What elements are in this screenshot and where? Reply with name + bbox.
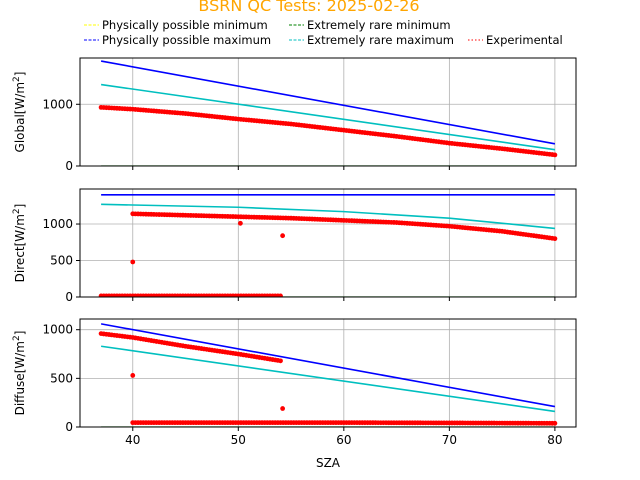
data-point <box>552 420 558 426</box>
series-line <box>100 323 556 408</box>
data-point <box>130 373 136 378</box>
legend: Physically possible minimum Extremely rar… <box>84 18 563 47</box>
y-axis-label: Direct[W/m2] <box>12 204 27 283</box>
y-tick-label: 1000 <box>42 217 73 231</box>
chart-title: BSRN QC Tests: 2025-02-26 <box>198 0 419 15</box>
data-point <box>280 406 286 411</box>
x-tick-label: 50 <box>231 433 246 447</box>
panel-3: 0 500 1000 40 50 60 70 80 Diffuse[W/m2] SZA <box>12 318 577 470</box>
y-tick-label: 500 <box>50 254 73 268</box>
series-line <box>100 60 556 145</box>
panel-1: 0 1000 Global[W/m2] <box>12 57 577 173</box>
panel-2: 0 500 1000 Direct[W/m2] <box>12 188 577 304</box>
data-point <box>552 152 558 158</box>
legend-label: Experimental <box>486 33 563 47</box>
y-tick-label: 1000 <box>42 97 73 111</box>
data-point <box>278 293 283 297</box>
data-point <box>238 220 243 226</box>
y-tick-label: 1000 <box>42 323 73 337</box>
legend-label: Extremely rare maximum <box>307 33 454 47</box>
data-point <box>552 236 558 242</box>
series-line <box>100 345 556 413</box>
legend-label: Physically possible maximum <box>102 33 271 47</box>
x-tick-label: 70 <box>442 433 457 447</box>
y-tick-label: 0 <box>65 420 73 434</box>
axes-frame <box>79 188 577 298</box>
x-tick-label: 80 <box>547 433 562 447</box>
y-tick-label: 500 <box>50 371 73 385</box>
y-tick-label: 0 <box>65 290 73 304</box>
x-tick-label: 60 <box>336 433 351 447</box>
data-point <box>278 358 283 364</box>
x-axis-label: SZA <box>316 456 341 470</box>
data-point <box>280 233 286 239</box>
series-line <box>101 203 555 230</box>
x-tick-label: 40 <box>125 433 140 447</box>
legend-label: Extremely rare minimum <box>307 18 451 32</box>
panels: 0 1000 Global[W/m2] 0 500 1000 Direct[W/m2] 0 50… <box>12 57 577 470</box>
y-tick-label: 0 <box>65 159 73 173</box>
series-line <box>100 83 556 151</box>
y-axis-label: Diffuse[W/m2] <box>12 331 27 416</box>
axes-frame <box>79 318 577 428</box>
legend-label: Physically possible minimum <box>102 18 268 32</box>
y-axis-label: Global[W/m2] <box>12 72 27 153</box>
data-point <box>130 259 136 265</box>
axes-frame <box>79 57 577 167</box>
